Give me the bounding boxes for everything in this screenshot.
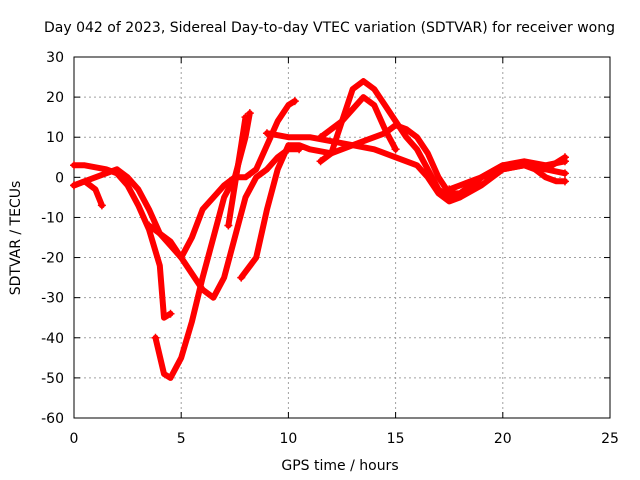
series-marker bbox=[151, 333, 160, 342]
series-marker bbox=[391, 145, 400, 154]
y-tick-label: -20 bbox=[41, 251, 64, 267]
series-marker bbox=[560, 153, 569, 162]
plot-frame bbox=[73, 56, 611, 419]
series-line-4 bbox=[71, 178, 105, 209]
series-line-5 bbox=[146, 98, 298, 261]
series-line-3 bbox=[152, 174, 238, 381]
series-marker bbox=[245, 109, 254, 118]
series-marker bbox=[560, 177, 569, 186]
data-series bbox=[70, 78, 569, 381]
y-tick-label: -10 bbox=[41, 210, 64, 226]
series-marker bbox=[316, 133, 325, 142]
series-marker bbox=[70, 181, 78, 190]
axis-ticks: 0 5 10 15 20 25 30 20 10 0 -10 -20 -30 -40 -50 -60 bbox=[41, 50, 619, 447]
y-tick-label: -40 bbox=[41, 331, 64, 347]
series-line-9 bbox=[264, 122, 568, 197]
series-line-11 bbox=[317, 94, 399, 153]
series-line-8 bbox=[231, 110, 253, 181]
series-marker bbox=[237, 273, 246, 282]
y-tick-label: 0 bbox=[55, 170, 64, 186]
series-marker bbox=[224, 221, 233, 230]
x-tick-label: 0 bbox=[70, 431, 79, 447]
series-marker bbox=[290, 97, 299, 106]
y-tick-label: 30 bbox=[46, 50, 64, 66]
y-tick-label: -50 bbox=[41, 371, 64, 387]
y-tick-label: -30 bbox=[41, 291, 64, 307]
x-tick-label: 5 bbox=[177, 431, 186, 447]
y-tick-label: 10 bbox=[46, 130, 64, 146]
x-axis-label: GPS time / hours bbox=[281, 458, 398, 474]
series-marker bbox=[445, 185, 454, 194]
series-marker bbox=[70, 161, 78, 170]
series-line-2 bbox=[71, 162, 174, 321]
chart-title: Day 042 of 2023, Sidereal Day-to-day VTE… bbox=[44, 20, 615, 36]
x-tick-label: 20 bbox=[494, 431, 512, 447]
y-tick-label: 20 bbox=[46, 90, 64, 106]
series-marker bbox=[145, 221, 154, 230]
series-marker bbox=[97, 201, 106, 210]
y-axis-label: SDTVAR / TECUs bbox=[8, 181, 24, 296]
series-marker bbox=[316, 157, 325, 166]
x-tick-label: 10 bbox=[279, 431, 297, 447]
series-marker bbox=[166, 309, 175, 318]
series-line-12 bbox=[446, 162, 568, 193]
x-tick-label: 25 bbox=[601, 431, 619, 447]
series-marker bbox=[560, 169, 569, 178]
y-tick-label: -60 bbox=[41, 411, 64, 427]
series-marker bbox=[262, 129, 271, 138]
x-tick-label: 15 bbox=[387, 431, 405, 447]
series-marker bbox=[230, 173, 239, 182]
